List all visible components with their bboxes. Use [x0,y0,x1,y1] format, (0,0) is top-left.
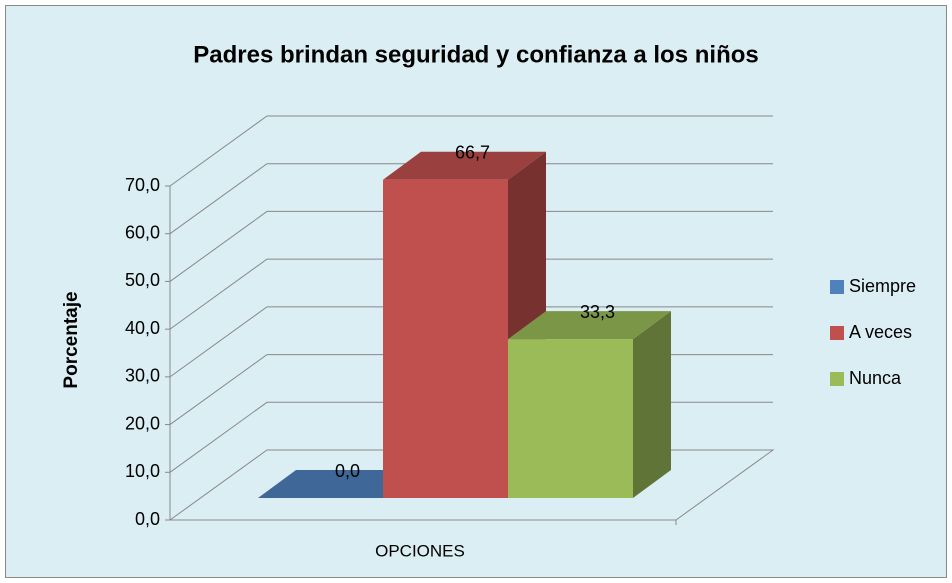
bar-side [633,311,671,498]
data-label: 66,7 [455,142,490,162]
y-axis-title: Porcentaje [61,291,82,388]
grid-line [169,163,773,235]
grid-line [169,258,773,330]
legend-swatch [830,280,844,294]
y-tick-label: 60,0 [125,222,160,242]
bar-top [258,470,421,498]
chart-title: Padres brindan seguridad y confianza a l… [193,41,758,68]
bar-top [383,151,546,180]
legend-label: A veces [849,322,912,342]
legend-label: Nunca [849,368,902,388]
y-tick-label: 50,0 [125,270,160,290]
grid-line [169,210,773,282]
y-tick-label: 0,0 [135,509,160,529]
bar-top [508,311,671,340]
data-label: 0,0 [335,461,360,481]
grid-line [169,115,773,187]
grid-line [169,306,773,378]
bar [383,179,508,498]
y-tick-label: 30,0 [125,366,160,386]
legend-label: Siempre [849,276,916,296]
bar [508,339,633,498]
y-tick-label: 20,0 [125,413,160,433]
x-tick-label: OPCIONES [375,541,465,560]
y-tick-label: 10,0 [125,461,160,481]
data-label: 33,3 [580,302,615,322]
y-tick-label: 40,0 [125,318,160,338]
y-tick-label: 70,0 [125,175,160,195]
legend-swatch [830,326,844,340]
legend-swatch [830,372,844,386]
